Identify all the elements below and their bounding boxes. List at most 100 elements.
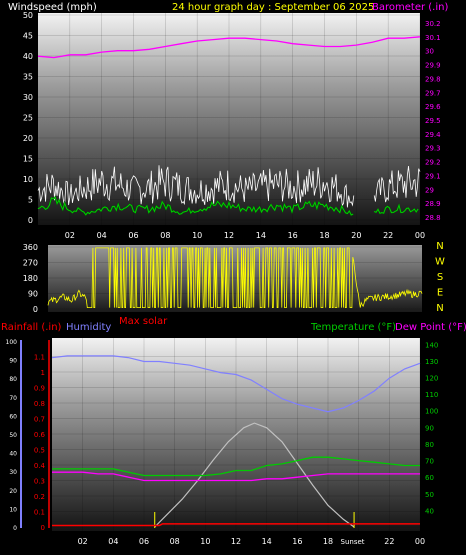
humidity-tick-label: 90	[9, 358, 17, 365]
barometer-tick-label: 29.8	[425, 75, 441, 83]
compass-label: E	[437, 288, 443, 299]
humidity-tick-label: 40	[9, 451, 17, 458]
barometer-line	[37, 36, 421, 59]
rainfall-tick-label: 0	[41, 524, 45, 532]
rainfall-tick-label: 0.6	[34, 431, 46, 439]
rainfall-tick-label: 0.7	[34, 416, 45, 424]
humidity-tick-label: 80	[9, 376, 17, 383]
rainfall-tick-label: 0.8	[34, 400, 45, 408]
barometer-tick-label: 29.3	[425, 145, 441, 153]
x-tick-label: 00	[415, 537, 425, 546]
rainfall-tick-label: 0.1	[34, 509, 45, 517]
direction-tick-label: 270	[23, 259, 38, 268]
humidity-tick-label: 20	[9, 488, 17, 495]
barometer-tick-label: 30	[425, 48, 434, 56]
compass-label: W	[435, 257, 445, 268]
barometer-axis-ticks: 28.8 28.9 29 29.1 29.2 29.3 29.4 29.5 29.6 29.7 29…	[425, 20, 441, 222]
windspeed-axis-title: Windspeed (mph)	[8, 2, 97, 13]
temperature-tick-label: 110	[425, 391, 438, 399]
humidity-tick-label: 50	[9, 432, 17, 439]
wind-average-line	[37, 196, 419, 216]
rain-panel-grid	[52, 338, 421, 531]
barometer-tick-label: 30.1	[425, 34, 441, 42]
rainfall-tick-label: 1	[41, 369, 45, 377]
windspeed-tick-label: 20	[23, 134, 33, 143]
humidity-axis-ticks: 0 10 20 30 40 50 60 70 80 90 100	[6, 339, 22, 532]
humidity-tick-label: 10	[9, 506, 17, 513]
max-solar-label: Max solar	[119, 316, 168, 327]
temperature-tick-label: 80	[425, 441, 434, 449]
barometer-tick-label: 30.2	[425, 20, 441, 28]
compass-label: N	[436, 241, 443, 252]
rainfall-tick-label: 1.1	[34, 354, 45, 362]
barometer-tick-label: 29.6	[425, 103, 441, 111]
x-tick-label: 10	[200, 537, 210, 546]
barometer-tick-label: 28.9	[425, 200, 441, 208]
rain-panel-x-ticks: 02 04 06 08 10 12 14 16 18 22 00 Sunset	[78, 537, 426, 546]
direction-tick-label: 0	[33, 305, 38, 314]
barometer-tick-label: 29.7	[425, 89, 441, 97]
dewpoint-axis-title: Dew Point (°F)	[395, 322, 466, 333]
humidity-tick-label: 70	[9, 395, 17, 402]
rainfall-tick-label: 0.3	[34, 478, 45, 486]
humidity-axis-title: Humidity	[66, 322, 111, 333]
temperature-tick-label: 130	[425, 358, 438, 366]
rainfall-tick-label: 0.4	[34, 462, 46, 470]
direction-tick-label: 180	[23, 274, 38, 283]
direction-axis-ticks: 0 90 180 270 360	[23, 243, 38, 314]
windspeed-tick-label: 10	[23, 175, 33, 184]
windspeed-tick-label: 45	[23, 32, 33, 41]
windspeed-tick-label: 5	[28, 196, 33, 205]
x-tick-label: 02	[78, 537, 88, 546]
x-tick-label: 16	[288, 231, 298, 240]
wind-panel-background	[38, 13, 420, 225]
x-tick-label: 10	[192, 231, 202, 240]
x-tick-label: 04	[97, 231, 107, 240]
x-tick-label: 14	[256, 231, 266, 240]
temperature-tick-label: 70	[425, 458, 434, 466]
wind-panel-series	[37, 36, 421, 217]
direction-series	[47, 247, 423, 308]
temperature-tick-label: 90	[425, 424, 434, 432]
barometer-tick-label: 29.2	[425, 159, 441, 167]
x-tick-label: 00	[415, 231, 425, 240]
x-tick-label: 08	[160, 231, 170, 240]
temperature-line	[52, 456, 420, 477]
compass-label: S	[437, 272, 443, 283]
temperature-tick-label: 140	[425, 341, 438, 349]
wind-gust-line	[37, 165, 421, 208]
temperature-tick-label: 100	[425, 408, 438, 416]
x-tick-label: 18	[319, 231, 329, 240]
x-tick-label: 02	[65, 231, 75, 240]
compass-label: N	[436, 303, 443, 314]
wind-panel-x-ticks: 02 04 06 08 10 12 14 16 18 20 22 00	[65, 231, 425, 240]
rainfall-tick-label: 0.9	[34, 385, 45, 393]
barometer-axis-title: Barometer (.in)	[372, 2, 448, 13]
barometer-tick-label: 29.5	[425, 117, 441, 125]
temperature-axis-title: Temperature (°F)	[310, 322, 396, 333]
graph-title: 24 hour graph day : September 06 2025	[172, 2, 374, 13]
dewpoint-line	[52, 471, 420, 482]
direction-tick-label: 90	[28, 290, 38, 299]
rainfall-tick-label: 0.5	[34, 447, 45, 455]
x-tick-label: 18	[323, 537, 333, 546]
windspeed-tick-label: 30	[23, 93, 33, 102]
humidity-line	[51, 355, 421, 413]
wind-direction-line	[47, 247, 423, 308]
x-tick-label: 12	[224, 231, 234, 240]
rainfall-tick-label: 0.2	[34, 493, 45, 501]
temperature-tick-label: 50	[425, 491, 434, 499]
barometer-tick-label: 28.8	[425, 214, 441, 222]
rainfall-axis-title: Rainfall (.in)	[1, 322, 62, 333]
sunset-tick-label: Sunset	[341, 538, 365, 546]
windspeed-tick-label: 40	[23, 52, 33, 61]
windspeed-tick-label: 15	[23, 155, 33, 164]
direction-tick-label: 360	[23, 243, 38, 252]
x-tick-label: 08	[170, 537, 180, 546]
humidity-tick-label: 30	[9, 469, 17, 476]
barometer-tick-label: 29.9	[425, 62, 441, 70]
temperature-tick-label: 40	[425, 507, 434, 515]
